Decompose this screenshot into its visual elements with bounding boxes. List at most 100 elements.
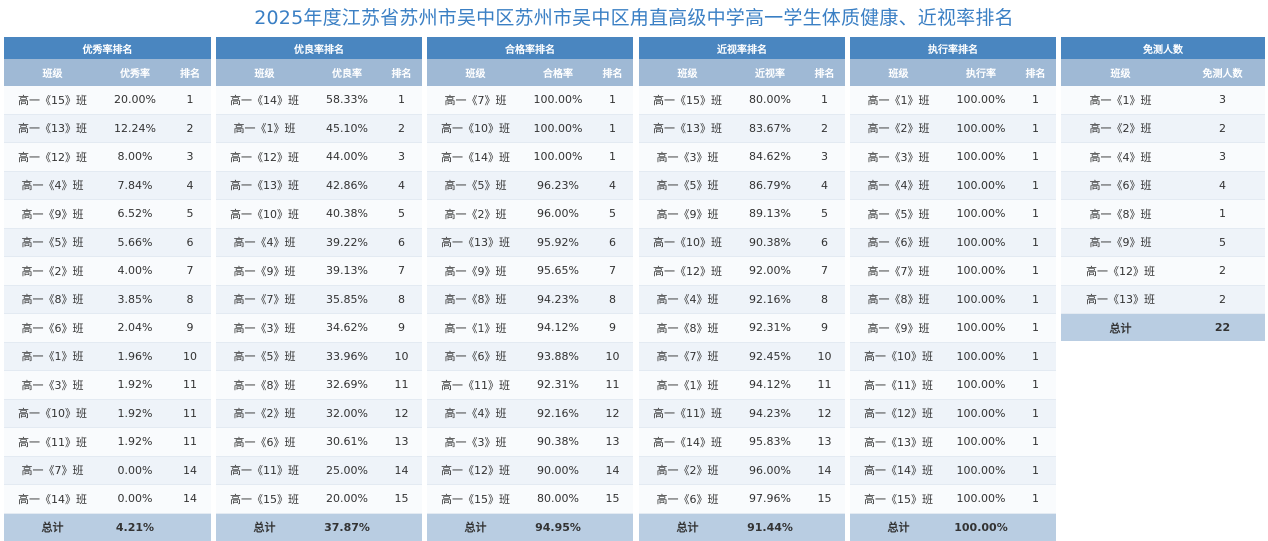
- table-row: 高一《15》班 100.00% 1: [850, 484, 1057, 514]
- table-row: 高一《8》班 94.23% 8: [427, 285, 634, 314]
- table-cell: 1: [1015, 199, 1057, 229]
- table-row: 高一《15》班 20.00% 15: [216, 484, 423, 514]
- table-cell: 高一《9》班: [639, 199, 736, 229]
- table-title: 合格率排名: [427, 37, 634, 59]
- table-row: 高一《4》班 100.00% 1: [850, 171, 1057, 200]
- table-cell: 92.45%: [736, 342, 804, 371]
- column-header: 执行率: [947, 59, 1015, 86]
- table-header-row: 班级 优良率 排名: [216, 59, 423, 86]
- total-row: 总计 37.87%: [216, 513, 423, 541]
- table-cell: 4: [804, 171, 846, 200]
- table-cell: 2.04%: [101, 313, 169, 343]
- table-cell: 100.00%: [947, 456, 1015, 485]
- column-header: 排名: [804, 59, 846, 86]
- table-cell: 1.92%: [101, 399, 169, 428]
- table-cell: 2: [1180, 256, 1265, 286]
- table-cell: 高一《1》班: [216, 114, 313, 143]
- table-cell: 高一《1》班: [1061, 86, 1180, 115]
- table-cell: 4: [1180, 171, 1265, 200]
- table-cell: 9: [804, 313, 846, 343]
- total-cell: 22: [1180, 313, 1265, 341]
- column-header: 合格率: [524, 59, 592, 86]
- table-cell: 5: [169, 199, 212, 229]
- table-cell: 83.67%: [736, 114, 804, 143]
- table-cell: 1: [1015, 370, 1057, 400]
- table-row: 高一《14》班 100.00% 1: [850, 456, 1057, 485]
- table-cell: 11: [169, 370, 212, 400]
- table-cell: 1: [1015, 285, 1057, 314]
- table-cell: 100.00%: [947, 114, 1015, 143]
- table-row: 高一《13》班 42.86% 4: [216, 171, 423, 200]
- table-cell: 8: [592, 285, 634, 314]
- table-cell: 高一《8》班: [639, 313, 736, 343]
- table-cell: 1: [1015, 484, 1057, 514]
- table-cell: 高一《6》班: [216, 427, 313, 457]
- table-row: 高一《10》班 100.00% 1: [850, 342, 1057, 371]
- table-row: 高一《13》班 95.92% 6: [427, 228, 634, 257]
- table-cell: 94.23%: [736, 399, 804, 428]
- table-cell: 14: [169, 484, 212, 514]
- table-cell: 14: [381, 456, 423, 485]
- table-cell: 高一《6》班: [4, 313, 101, 343]
- table-cell: 1: [381, 86, 423, 115]
- table-cell: 高一《14》班: [216, 86, 313, 115]
- table-row: 高一《3》班 1.92% 11: [4, 370, 212, 400]
- table-cell: 100.00%: [947, 171, 1015, 200]
- table-cell: 100.00%: [947, 285, 1015, 314]
- table-cell: 高一《15》班: [850, 484, 947, 514]
- table-cell: 14: [592, 456, 634, 485]
- table-cell: 100.00%: [947, 484, 1015, 514]
- table-cell: 0.00%: [101, 456, 169, 485]
- table-cell: 8: [381, 285, 423, 314]
- table-row: 高一《12》班 90.00% 14: [427, 456, 634, 485]
- total-cell: [381, 513, 423, 541]
- total-cell: [1015, 513, 1057, 541]
- column-header: 班级: [639, 59, 736, 86]
- total-cell: 94.95%: [524, 513, 592, 541]
- table-cell: 5: [804, 199, 846, 229]
- table-row: 高一《6》班 97.96% 15: [639, 484, 846, 514]
- table-row: 高一《8》班 1: [1061, 199, 1265, 229]
- table-cell: 11: [169, 427, 212, 457]
- table-row: 高一《1》班 100.00% 1: [850, 86, 1057, 115]
- table-cell: 1: [1015, 427, 1057, 457]
- table-cell: 1.92%: [101, 370, 169, 400]
- table-cell: 6.52%: [101, 199, 169, 229]
- table-row: 高一《9》班 89.13% 5: [639, 199, 846, 229]
- table-cell: 95.83%: [736, 427, 804, 457]
- table-row: 高一《9》班 5: [1061, 228, 1265, 257]
- table-row: 高一《12》班 92.00% 7: [639, 256, 846, 286]
- table-cell: 2: [381, 114, 423, 143]
- table-cell: 高一《12》班: [850, 399, 947, 428]
- table-cell: 3: [169, 142, 212, 172]
- table-row: 高一《12》班 8.00% 3: [4, 142, 212, 172]
- total-cell: 总计: [4, 513, 101, 541]
- table-row: 高一《15》班 80.00% 15: [427, 484, 634, 514]
- table-cell: 高一《12》班: [427, 456, 524, 485]
- table-title: 优良率排名: [216, 37, 423, 59]
- table-cell: 高一《12》班: [639, 256, 736, 286]
- table-title: 近视率排名: [639, 37, 846, 59]
- table-cell: 9: [592, 313, 634, 343]
- table-cell: 100.00%: [947, 342, 1015, 371]
- table-row: 高一《5》班 86.79% 4: [639, 171, 846, 200]
- table-cell: 1: [1015, 342, 1057, 371]
- table-cell: 3: [804, 142, 846, 172]
- table-cell: 1: [1015, 86, 1057, 115]
- table-cell: 2: [1180, 285, 1265, 314]
- table-cell: 11: [804, 370, 846, 400]
- total-cell: 4.21%: [101, 513, 169, 541]
- table-row: 高一《1》班 3: [1061, 86, 1265, 115]
- table-cell: 高一《4》班: [4, 171, 101, 200]
- table-cell: 90.38%: [736, 228, 804, 257]
- column-header: 优秀率: [101, 59, 169, 86]
- table-cell: 10: [804, 342, 846, 371]
- table-cell: 30.61%: [313, 427, 381, 457]
- table-cell: 100.00%: [947, 199, 1015, 229]
- table-cell: 高一《5》班: [216, 342, 313, 371]
- table-cell: 39.13%: [313, 256, 381, 286]
- table-cell: 100.00%: [524, 142, 592, 172]
- table-cell: 1: [1015, 171, 1057, 200]
- table-cell: 42.86%: [313, 171, 381, 200]
- table-title-row: 优秀率排名: [4, 37, 212, 59]
